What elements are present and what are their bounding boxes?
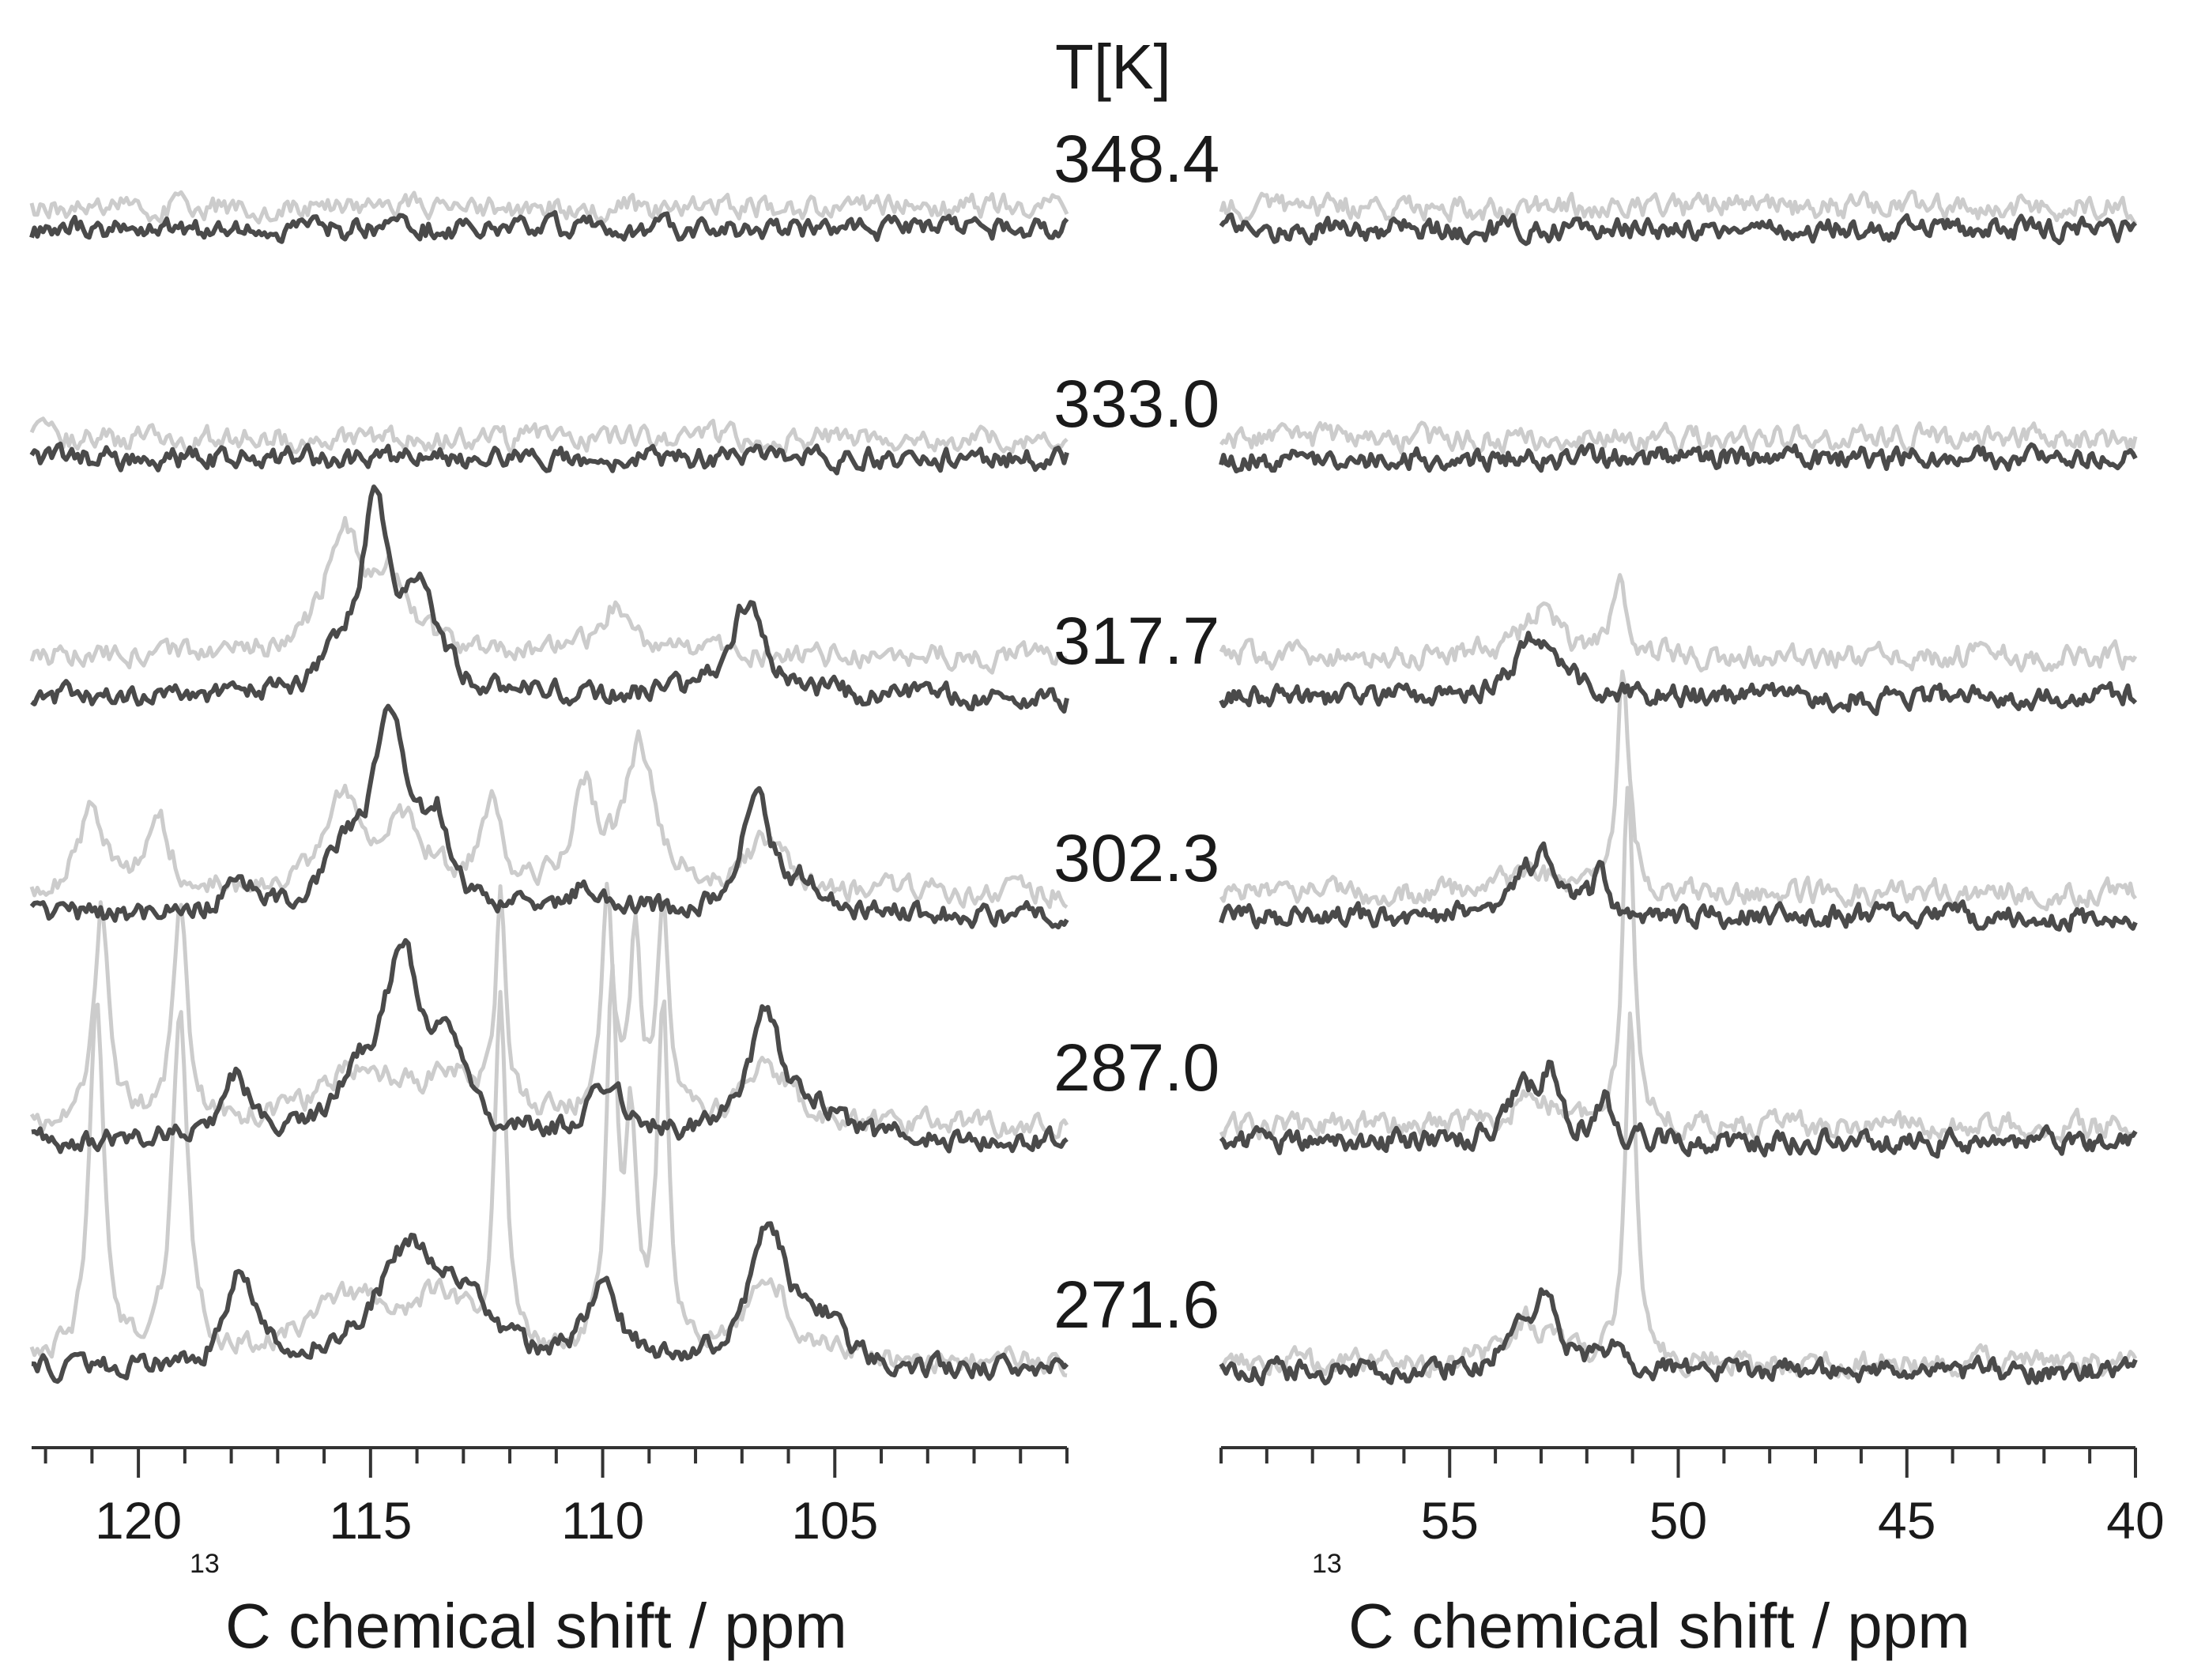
right-panel-traces <box>1219 189 2138 1387</box>
left-panel-traces <box>29 190 1069 1384</box>
left-trace-light-333-0 <box>29 416 1069 456</box>
left-xlabel: C chemical shift / ppm <box>225 1591 847 1661</box>
left-trace-light-287-0 <box>29 881 1069 1140</box>
temperature-label-271-6: 271.6 <box>1054 1268 1219 1342</box>
right-trace-light-333-0 <box>1219 420 2138 455</box>
left-tick-label-120: 120 <box>95 1491 182 1550</box>
right-trace-dark-287-0 <box>1219 1059 2138 1159</box>
left-tick-label-110: 110 <box>561 1491 644 1550</box>
left-trace-light-348-4 <box>29 190 1069 225</box>
temperature-label-317-7: 317.7 <box>1054 604 1219 678</box>
right-ticks: 55 50 45 40 <box>1219 1448 2165 1550</box>
temperature-label-287-0: 287.0 <box>1054 1030 1219 1105</box>
left-trace-dark-348-4 <box>29 209 1069 244</box>
temperature-label-348-4: 348.4 <box>1054 122 1219 196</box>
right-trace-dark-333-0 <box>1219 442 2138 474</box>
left-trace-light-271-6 <box>29 962 1068 1378</box>
right-tick-label-50: 50 <box>1649 1491 1707 1550</box>
right-trace-light-348-4 <box>1219 189 2138 226</box>
right-trace-light-287-0 <box>1219 785 2137 1144</box>
left-x-axis: 120 115 110 105 13 C chemical shift / ppm <box>32 1446 1069 1661</box>
temperature-label-302-3: 302.3 <box>1054 821 1219 895</box>
right-trace-light-271-6 <box>1219 1011 2138 1380</box>
right-trace-dark-302-3 <box>1219 841 2138 933</box>
right-trace-dark-348-4 <box>1219 212 2138 247</box>
right-tick-label-40: 40 <box>2106 1491 2164 1550</box>
left-xlabel-sup: 13 <box>190 1549 220 1579</box>
left-trace-dark-302-3 <box>29 703 1069 930</box>
temperature-header: T[K] <box>1055 32 1171 102</box>
left-trace-dark-271-6 <box>31 1221 1069 1384</box>
right-trace-light-302-3 <box>1219 669 2138 912</box>
left-trace-dark-333-0 <box>29 441 1069 476</box>
right-trace-dark-317-7 <box>1219 631 2138 717</box>
right-xlabel-sup: 13 <box>1312 1549 1342 1579</box>
left-trace-dark-287-0 <box>31 938 1069 1155</box>
left-tick-label-105: 105 <box>791 1491 878 1550</box>
left-tick-label-115: 115 <box>329 1491 412 1550</box>
right-trace-light-317-7 <box>1219 573 2138 673</box>
left-trace-light-317-7 <box>29 515 1068 675</box>
right-tick-label-45: 45 <box>1878 1491 1936 1550</box>
right-trace-dark-271-6 <box>1219 1287 2138 1387</box>
left-trace-light-302-3 <box>29 729 1069 910</box>
left-trace-dark-317-7 <box>30 484 1069 714</box>
right-xlabel: C chemical shift / ppm <box>1348 1591 1970 1661</box>
temperature-label-333-0: 333.0 <box>1054 367 1219 441</box>
right-x-axis: 55 50 45 40 13 C chemical shift / ppm <box>1219 1446 2165 1661</box>
right-tick-label-55: 55 <box>1421 1491 1479 1550</box>
left-ticks: 120 115 110 105 <box>43 1448 1069 1550</box>
